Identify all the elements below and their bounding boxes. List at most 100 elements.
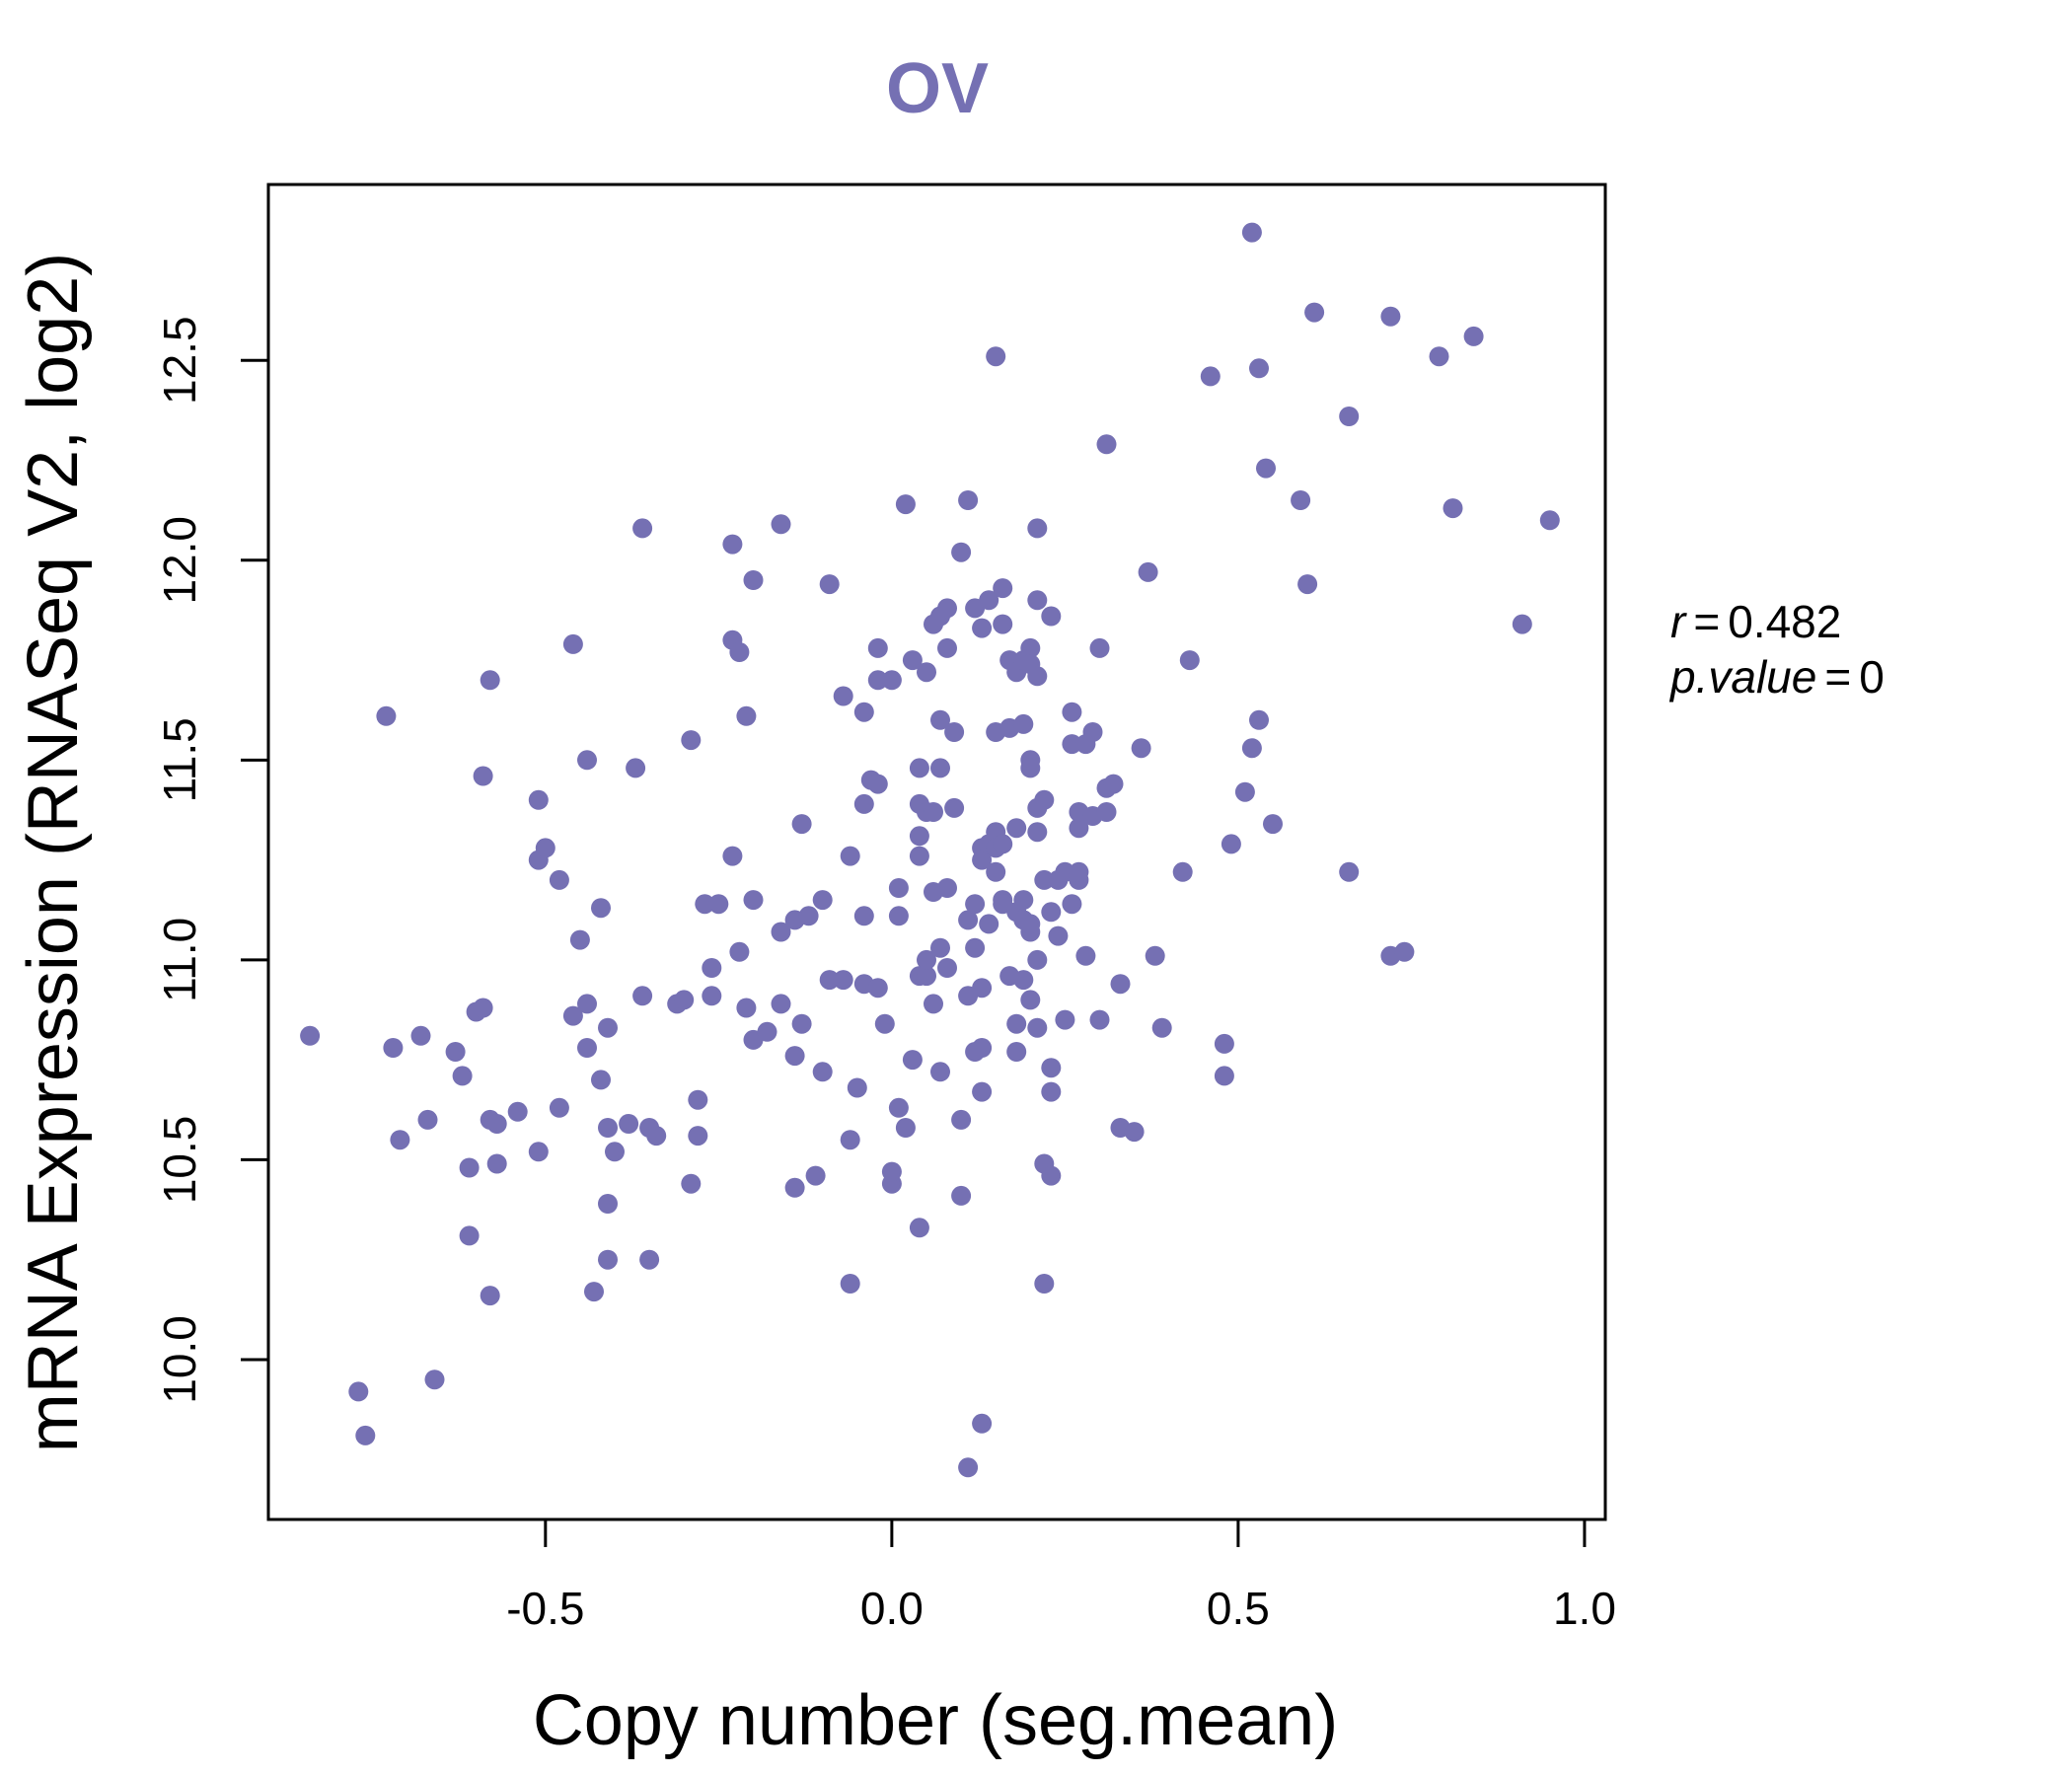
- data-point: [577, 994, 597, 1014]
- data-point: [626, 758, 646, 778]
- data-point: [1151, 1017, 1172, 1038]
- p-label: p.value: [1668, 651, 1816, 703]
- data-point: [930, 937, 950, 958]
- data-point: [805, 1165, 826, 1186]
- data-point: [1429, 346, 1449, 367]
- data-point: [937, 958, 957, 978]
- data-point: [569, 929, 590, 950]
- data-point: [937, 637, 957, 658]
- data-point: [1020, 758, 1041, 778]
- data-point: [577, 750, 597, 771]
- data-point: [473, 766, 493, 786]
- data-point: [1027, 590, 1048, 611]
- data-point: [1013, 890, 1034, 911]
- data-point: [930, 709, 950, 730]
- data-point: [1041, 1165, 1062, 1186]
- x-axis: -0.5 0.0 0.5 1.0: [506, 1517, 1616, 1634]
- r-label: r: [1670, 596, 1687, 647]
- data-point: [972, 1081, 993, 1102]
- data-point: [986, 346, 1006, 367]
- data-point: [1034, 1274, 1055, 1294]
- data-point: [819, 574, 840, 595]
- data-point: [1179, 650, 1200, 671]
- data-point: [972, 850, 993, 870]
- data-point: [1214, 1033, 1234, 1054]
- data-point: [452, 1066, 473, 1086]
- data-point: [480, 1286, 500, 1306]
- data-point: [833, 970, 853, 991]
- data-point: [598, 1194, 618, 1214]
- data-point: [757, 1021, 777, 1042]
- data-point: [1103, 774, 1124, 794]
- data-point: [888, 1097, 909, 1118]
- data-point: [598, 1017, 618, 1038]
- x-tick-label: 1.0: [1553, 1583, 1616, 1634]
- data-point: [708, 894, 729, 915]
- data-point: [736, 705, 757, 726]
- data-point: [1241, 738, 1262, 759]
- data-point: [944, 797, 965, 818]
- data-point: [771, 994, 791, 1014]
- data-point: [812, 1062, 833, 1082]
- data-point: [605, 1142, 625, 1162]
- data-point: [1443, 498, 1463, 519]
- data-point: [1249, 358, 1269, 379]
- data-point: [688, 1089, 708, 1110]
- data-point: [937, 878, 957, 898]
- y-tick-label: 10.5: [154, 1116, 205, 1205]
- data-point: [784, 1046, 805, 1067]
- data-point: [881, 670, 902, 691]
- data-point: [1041, 1058, 1062, 1078]
- data-point: [958, 1457, 979, 1478]
- r-value: 0.482: [1728, 596, 1841, 647]
- data-point: [867, 774, 888, 794]
- data-point: [965, 937, 986, 958]
- data-point: [1214, 1066, 1234, 1086]
- data-point: [1539, 510, 1560, 531]
- data-point: [1069, 818, 1089, 839]
- data-point: [598, 1118, 618, 1138]
- x-tick-label: -0.5: [506, 1583, 584, 1634]
- data-point: [1041, 606, 1062, 627]
- data-point: [1069, 861, 1089, 882]
- chart-title: OV: [886, 49, 989, 128]
- data-point: [791, 1013, 812, 1034]
- data-point: [1297, 574, 1318, 595]
- data-point: [1034, 869, 1055, 890]
- data-point: [300, 1025, 321, 1046]
- data-point: [459, 1225, 480, 1246]
- y-axis-label: mRNA Expression (RNASeq V2, log2): [14, 253, 93, 1452]
- data-point: [632, 986, 653, 1006]
- x-tick-label: 0.0: [860, 1583, 924, 1634]
- data-point: [972, 978, 993, 999]
- data-point: [1027, 666, 1048, 687]
- data-point: [1027, 822, 1048, 843]
- data-point: [639, 1249, 660, 1270]
- data-point: [812, 890, 833, 911]
- data-point: [1006, 1042, 1027, 1062]
- data-point: [771, 514, 791, 535]
- data-point: [909, 846, 929, 866]
- data-point: [1339, 861, 1360, 882]
- data-point: [798, 906, 819, 926]
- data-point: [1089, 637, 1110, 658]
- data-point: [1027, 949, 1048, 970]
- data-point: [722, 534, 743, 555]
- data-point: [951, 542, 972, 562]
- data-point: [965, 894, 986, 915]
- data-point: [979, 590, 999, 611]
- data-point: [1263, 814, 1283, 835]
- data-point: [632, 518, 653, 539]
- data-point: [743, 890, 764, 911]
- data-point: [930, 758, 950, 778]
- data-point: [1027, 518, 1048, 539]
- data-point: [577, 1038, 597, 1058]
- data-point: [480, 670, 500, 691]
- data-point: [1062, 702, 1082, 722]
- data-point: [867, 978, 888, 999]
- data-point: [1082, 722, 1103, 742]
- data-point: [993, 834, 1013, 854]
- data-point: [1062, 734, 1082, 755]
- data-point: [917, 662, 936, 683]
- data-point: [562, 1005, 583, 1026]
